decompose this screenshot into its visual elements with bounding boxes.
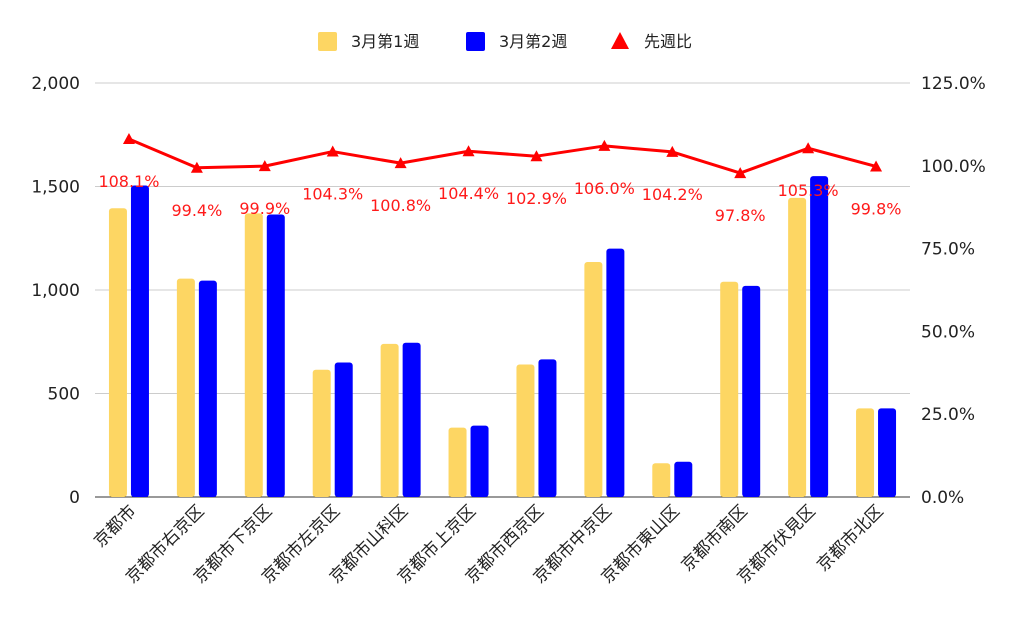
x-category-label: 京都市北区 (813, 501, 887, 575)
y-right-tick-label: 125.0% (921, 74, 986, 94)
bar-week1 (788, 197, 807, 497)
legend-label: 3月第2週 (499, 32, 567, 51)
bar-week1 (584, 262, 603, 497)
bar-week1 (652, 463, 671, 497)
ratio-point-marker (326, 145, 339, 157)
bar-week2 (130, 185, 149, 497)
bar-week1 (312, 369, 331, 497)
x-category-label: 京都市 (90, 501, 140, 551)
ratio-data-label: 108.1% (98, 172, 159, 191)
ratio-data-label: 99.4% (171, 201, 222, 220)
x-category-label: 京都市南区 (677, 501, 751, 575)
ratio-point-marker (802, 142, 815, 154)
bar-week1 (856, 408, 875, 497)
legend-swatch-week2 (466, 32, 485, 51)
ratio-data-label: 104.3% (302, 185, 363, 204)
ratio-point-marker (598, 139, 611, 151)
ratio-data-label: 104.4% (438, 184, 499, 203)
bar-week2 (606, 248, 625, 497)
ratio-point-marker (666, 145, 679, 157)
bar-week2 (402, 342, 421, 497)
ratio-data-label: 106.0% (574, 179, 635, 198)
y-right-tick-label: 75.0% (921, 240, 975, 260)
ratio-data-label: 99.8% (851, 199, 902, 218)
ratio-point-marker (462, 145, 475, 157)
legend-triangle-icon (611, 32, 629, 49)
bar-week1 (720, 281, 739, 497)
ratio-point-marker (258, 160, 271, 172)
bar-week1 (380, 343, 399, 497)
bar-week2 (198, 280, 217, 497)
y-right-tick-label: 0.0% (921, 488, 964, 508)
y-right-tick-label: 25.0% (921, 405, 975, 425)
bar-week2 (742, 285, 761, 497)
ratio-point-marker (122, 132, 135, 144)
bar-week1 (516, 364, 535, 497)
ratio-data-label: 105.3% (778, 181, 839, 200)
y-left-tick-label: 500 (48, 385, 80, 405)
bar-week2 (266, 214, 285, 497)
bar-week2 (334, 362, 353, 497)
bar-week1 (176, 278, 195, 497)
legend-swatch-week1 (318, 32, 337, 51)
ratio-point-marker (190, 161, 203, 173)
ratio-point-marker (394, 157, 407, 169)
ratio-line (128, 137, 877, 175)
bar-week1 (108, 208, 127, 498)
bar-week2 (810, 176, 829, 497)
bar-week2 (674, 461, 693, 497)
bar-week1 (448, 427, 467, 497)
legend-label: 先週比 (644, 32, 692, 51)
ratio-data-label: 104.2% (642, 185, 703, 204)
y-left-tick-label: 1,500 (31, 178, 80, 198)
bar-week2 (538, 359, 557, 497)
ratio-point-marker (530, 150, 543, 162)
y-right-tick-label: 100.0% (921, 157, 986, 177)
bar-week2 (470, 425, 489, 497)
y-right-tick-label: 50.0% (921, 322, 975, 342)
ratio-point-marker (734, 167, 747, 179)
ratio-data-label: 99.9% (239, 199, 290, 218)
y-left-tick-label: 1,000 (31, 281, 80, 301)
ratio-point-marker (870, 160, 883, 172)
y-left-tick-label: 0 (69, 488, 80, 508)
y-left-tick-label: 2,000 (31, 74, 80, 94)
ratio-data-label: 102.9% (506, 189, 567, 208)
legend-label: 3月第1週 (351, 32, 419, 51)
ratio-data-label: 100.8% (370, 196, 431, 215)
bar-week2 (878, 408, 897, 497)
ratio-data-label: 97.8% (715, 206, 766, 225)
bar-week1 (244, 213, 263, 497)
